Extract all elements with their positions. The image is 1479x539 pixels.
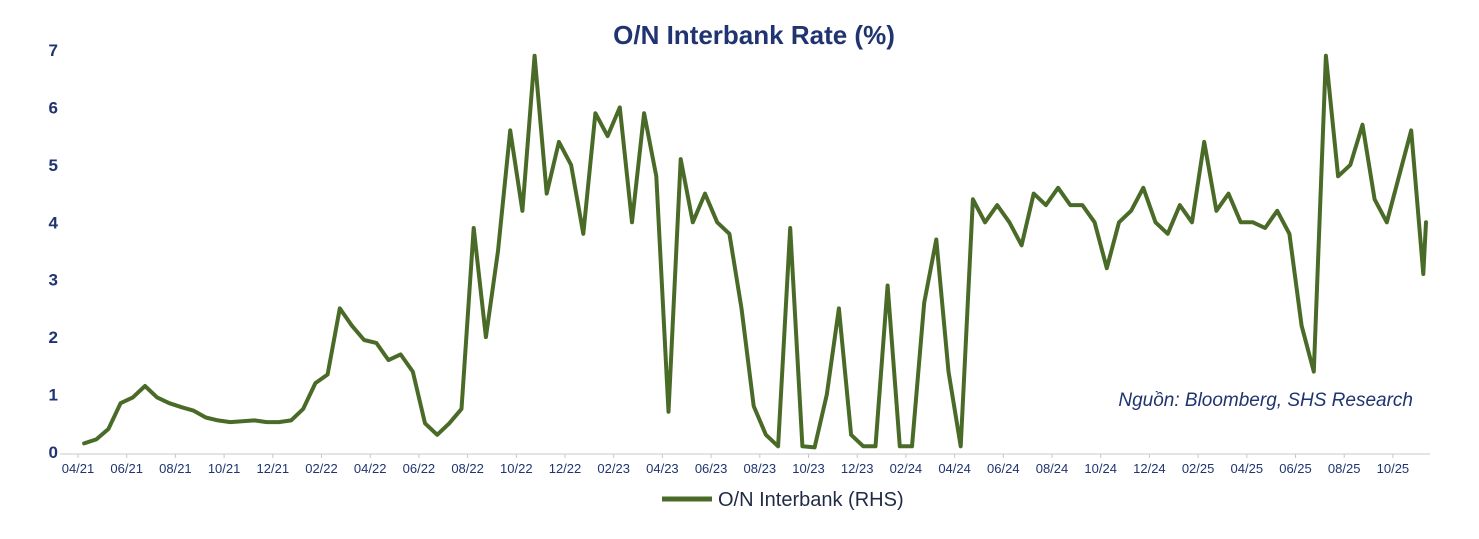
x-tick-label: 02/22	[305, 461, 338, 476]
y-tick-label: 6	[49, 98, 58, 117]
x-tick-label: 04/22	[354, 461, 387, 476]
x-axis: 04/21 06/21 08/21 10/21 12/21 02/22 04/22 06/22…	[60, 453, 1430, 476]
series-layer	[82, 53, 1428, 450]
source-annotation: Nguồn: Bloomberg, SHS Research	[1118, 390, 1413, 411]
y-tick-label: 2	[49, 328, 58, 347]
legend: O/N Interbank (RHS)	[662, 489, 904, 511]
x-tick-label: 10/25	[1377, 461, 1410, 476]
x-tick-label: 10/21	[208, 461, 241, 476]
x-tick-label: 08/25	[1328, 461, 1361, 476]
x-tick-label: 08/23	[744, 461, 777, 476]
x-tick-label: 08/24	[1036, 461, 1069, 476]
y-tick-label: 5	[49, 156, 58, 175]
y-tick-label: 4	[49, 213, 59, 232]
x-tick-label: 10/22	[500, 461, 533, 476]
x-tick-label: 06/23	[695, 461, 728, 476]
x-tick-label: 02/25	[1182, 461, 1215, 476]
y-tick-label: 0	[49, 443, 58, 462]
y-tick-label: 7	[49, 41, 58, 60]
x-tick-label: 04/23	[646, 461, 679, 476]
x-tick-label: 08/21	[159, 461, 192, 476]
y-tick-label: 1	[49, 386, 58, 405]
y-axis: 0 1 2 3 4 5 6 7	[49, 41, 59, 462]
x-tick-label: 04/21	[62, 461, 95, 476]
x-tick-label: 10/24	[1084, 461, 1117, 476]
x-tick-label: 12/24	[1133, 461, 1166, 476]
series-line	[82, 53, 1428, 450]
x-tick-label: 04/25	[1231, 461, 1264, 476]
x-tick-label: 02/23	[597, 461, 630, 476]
x-tick-label: 10/23	[792, 461, 825, 476]
x-tick-label: 06/25	[1279, 461, 1312, 476]
x-tick-label: 06/21	[110, 461, 143, 476]
x-tick-label: 04/24	[938, 461, 971, 476]
legend-label: O/N Interbank (RHS)	[718, 489, 904, 511]
chart-title: O/N Interbank Rate (%)	[613, 20, 895, 50]
x-tick-label: 06/24	[987, 461, 1020, 476]
x-tick-label: 12/23	[841, 461, 874, 476]
x-tick-label: 08/22	[451, 461, 484, 476]
x-tick-label: 12/22	[549, 461, 582, 476]
x-tick-label: 12/21	[257, 461, 290, 476]
x-tick-label: 06/22	[403, 461, 436, 476]
y-tick-label: 3	[49, 271, 58, 290]
x-tick-label: 02/24	[890, 461, 923, 476]
